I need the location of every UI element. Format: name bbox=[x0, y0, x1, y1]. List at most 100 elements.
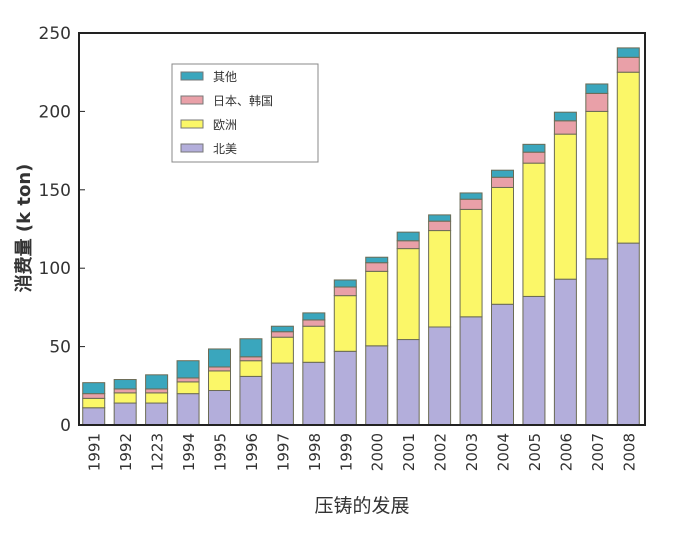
bar-segment bbox=[616, 56, 640, 73]
bar-stack-2007 bbox=[585, 83, 609, 426]
bar-stack-2002 bbox=[428, 214, 452, 426]
bar-segment bbox=[208, 390, 231, 426]
bar-segment bbox=[491, 303, 514, 426]
bar-segment bbox=[491, 186, 514, 305]
x-tick-label: 2005 bbox=[526, 433, 544, 471]
bar-segment bbox=[302, 319, 326, 327]
bar-segment bbox=[553, 133, 577, 280]
legend-swatch bbox=[180, 119, 204, 129]
legend-swatch bbox=[180, 95, 204, 105]
bar-segment bbox=[176, 360, 200, 379]
bar-segment bbox=[208, 366, 231, 372]
bar-segment bbox=[396, 240, 420, 250]
bar-stack-1999 bbox=[333, 279, 357, 426]
x-tick-label: 2002 bbox=[432, 433, 450, 471]
bar-segment bbox=[396, 339, 420, 426]
x-tick-label: 1998 bbox=[306, 433, 324, 471]
bar-segment bbox=[365, 270, 389, 347]
bar-segment bbox=[491, 176, 514, 188]
bar-segment bbox=[239, 360, 263, 377]
bar-segment bbox=[113, 402, 137, 426]
bar-segment bbox=[553, 120, 577, 135]
bar-segment bbox=[396, 231, 420, 242]
bar-stack-2001 bbox=[396, 231, 420, 426]
bar-segment bbox=[616, 242, 640, 426]
legend-swatch bbox=[180, 71, 204, 81]
bar-segment bbox=[459, 208, 483, 318]
bar-segment bbox=[239, 338, 263, 358]
plot-frame bbox=[78, 32, 646, 426]
y-tick-label: 0 bbox=[60, 416, 71, 436]
bar-segment bbox=[616, 71, 640, 244]
bar-segment bbox=[302, 361, 326, 426]
bar-segment bbox=[176, 381, 200, 395]
bar-stack-2008 bbox=[616, 47, 640, 426]
x-tick-label: 1997 bbox=[274, 433, 292, 471]
bar-segment bbox=[522, 151, 546, 164]
bar-segment bbox=[522, 295, 546, 426]
y-tick-label: 100 bbox=[39, 259, 71, 279]
bar-segment bbox=[270, 362, 294, 426]
x-tick-label: 1991 bbox=[86, 433, 104, 471]
bar-segment bbox=[365, 262, 389, 272]
bar-segment bbox=[491, 169, 514, 178]
bar-segment bbox=[270, 336, 294, 364]
x-tick-label: 2007 bbox=[589, 433, 607, 471]
bar-segment bbox=[459, 198, 483, 210]
y-axis: 0 50 100 150 200 250 bbox=[39, 24, 85, 436]
bar-segment bbox=[82, 397, 106, 409]
bar-stack-2005 bbox=[522, 143, 546, 426]
bar-segment bbox=[113, 388, 137, 394]
bar-segment bbox=[270, 331, 294, 338]
x-tick-label: 1994 bbox=[180, 433, 198, 471]
bar-segment bbox=[553, 111, 577, 122]
x-tick-label: 1992 bbox=[117, 433, 135, 471]
bar-segment bbox=[459, 192, 483, 200]
bar-segment bbox=[522, 143, 546, 153]
bar-segment bbox=[333, 350, 357, 426]
bar-segment bbox=[333, 279, 357, 288]
bar-segment bbox=[145, 374, 169, 390]
x-axis: 1991 1992 1223 1994 1995 1996 1997 1998 1999 2000… bbox=[86, 433, 639, 471]
bar-segment bbox=[302, 312, 326, 321]
legend-label: 欧洲 bbox=[213, 118, 237, 132]
y-tick-label: 50 bbox=[49, 338, 71, 358]
bar-segment bbox=[522, 162, 546, 297]
bar-segment bbox=[428, 230, 452, 328]
bars-layer bbox=[82, 47, 640, 426]
bar-segment bbox=[365, 256, 389, 264]
bar-stack-1998 bbox=[302, 312, 326, 426]
bar-stack-2000 bbox=[365, 256, 389, 426]
bar-segment bbox=[176, 377, 200, 383]
bar-segment bbox=[553, 278, 577, 426]
bar-segment bbox=[616, 47, 640, 58]
bar-stack-1997 bbox=[270, 325, 294, 426]
bar-stack-1992 bbox=[113, 379, 137, 426]
x-tick-label: 2006 bbox=[557, 433, 575, 471]
bar-segment bbox=[239, 375, 263, 426]
bar-stack-1994 bbox=[176, 360, 200, 426]
bar-segment bbox=[145, 402, 169, 426]
bar-segment bbox=[82, 407, 106, 426]
y-tick-label: 250 bbox=[39, 24, 71, 44]
bar-stack-1223 bbox=[145, 374, 169, 426]
legend-swatch bbox=[180, 143, 204, 153]
bar-stack-2006 bbox=[553, 111, 577, 426]
bar-segment bbox=[585, 110, 609, 260]
x-tick-label: 2004 bbox=[495, 433, 513, 471]
x-tick-label: 1995 bbox=[212, 433, 230, 471]
x-tick-label: 1996 bbox=[243, 433, 261, 471]
bar-segment bbox=[302, 325, 326, 363]
bar-segment bbox=[585, 92, 609, 112]
bar-segment bbox=[113, 379, 137, 390]
bar-segment bbox=[270, 325, 294, 333]
y-axis-label: 消费量 (k ton) bbox=[13, 164, 35, 293]
x-tick-label: 2001 bbox=[400, 433, 418, 471]
x-tick-label: 1999 bbox=[337, 433, 355, 471]
legend-label: 日本、韩国 bbox=[213, 93, 273, 108]
bar-segment bbox=[365, 345, 389, 426]
bar-segment bbox=[82, 382, 106, 395]
x-tick-label: 2008 bbox=[620, 433, 638, 471]
bar-segment bbox=[333, 286, 357, 297]
legend-label: 其他 bbox=[213, 70, 237, 84]
